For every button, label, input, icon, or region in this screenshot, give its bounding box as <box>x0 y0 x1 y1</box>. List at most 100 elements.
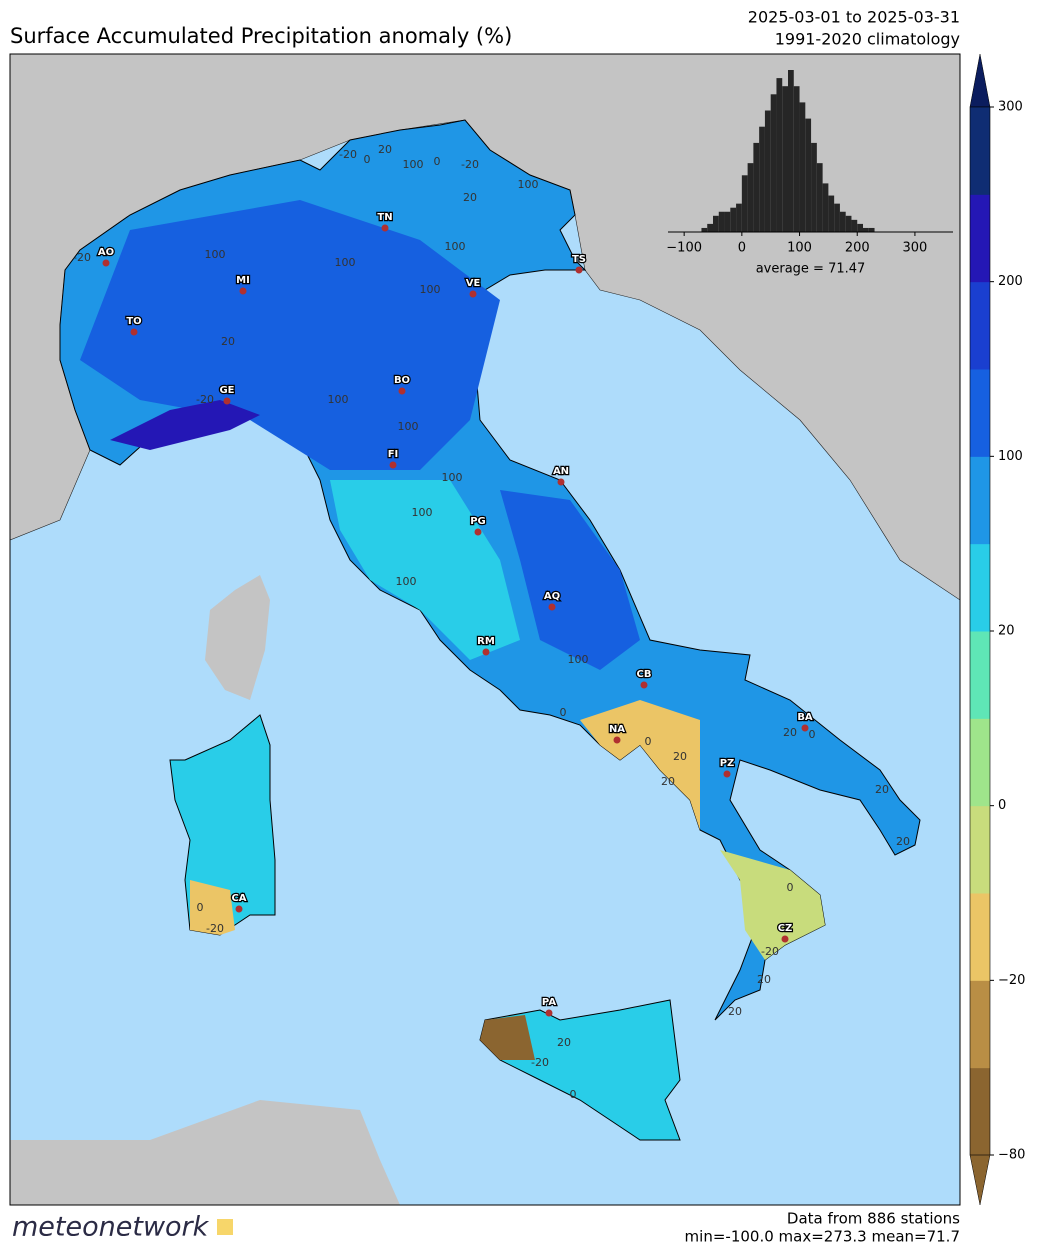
contour-label: 20 <box>378 143 392 156</box>
hist-bar <box>730 207 737 232</box>
city-label: PA <box>542 997 556 1008</box>
city-label: CZ <box>778 923 793 934</box>
city-label: AN <box>553 466 569 477</box>
region-dry <box>580 700 700 830</box>
colorbar-band <box>970 631 990 719</box>
colorbar-tick-label: −80 <box>998 1148 1025 1163</box>
contour-label: -20 <box>339 148 357 161</box>
contour-label: 0 <box>570 1088 577 1101</box>
city-dot <box>575 266 583 274</box>
city-dot <box>801 724 809 732</box>
hist-bar <box>724 211 731 232</box>
region-very-high <box>110 400 260 450</box>
sardinia-dry <box>190 880 235 935</box>
hist-bar <box>793 86 800 232</box>
hist-bar <box>782 86 788 232</box>
colorbar-tick-label: 200 <box>998 274 1023 289</box>
city-label: FI <box>388 449 399 460</box>
city-label: BA <box>797 712 813 723</box>
contour-label: 20 <box>673 750 687 763</box>
city-label: PG <box>470 516 486 527</box>
hist-tick-label: 200 <box>845 241 870 256</box>
contour-label: 20 <box>728 1005 742 1018</box>
hist-bar <box>868 227 875 232</box>
city-label: CA <box>231 893 246 904</box>
city-label: PZ <box>720 758 735 769</box>
map-frame <box>9 53 961 1206</box>
climatology: 1991-2020 climatology <box>775 30 960 49</box>
hist-bar <box>753 142 760 232</box>
contour-label: 100 <box>442 471 463 484</box>
colorbar-band <box>970 805 990 894</box>
logo-square <box>217 1219 233 1235</box>
hist-bar <box>788 70 794 232</box>
hist-bar <box>828 195 835 232</box>
contour-label: 0 <box>809 728 816 741</box>
city-dot <box>130 328 138 336</box>
colorbar-band <box>970 1067 990 1156</box>
contour-label: 100 <box>205 248 226 261</box>
contour-label: 20 <box>896 835 910 848</box>
stats: min=-100.0 max=273.3 mean=71.7 <box>685 1228 960 1246</box>
logo: meteonetwork <box>12 1212 210 1243</box>
city-dot <box>482 648 490 656</box>
city-dot <box>469 290 477 298</box>
city-dot <box>781 935 789 943</box>
hist-bar <box>834 203 840 232</box>
hist-bar <box>845 215 852 232</box>
region-high <box>80 200 500 470</box>
hist-tick-label: 0 <box>738 241 746 256</box>
colorbar-band <box>970 718 990 807</box>
city-dot <box>398 387 406 395</box>
city-dot <box>548 603 556 611</box>
city-label: NA <box>609 724 625 735</box>
colorbar-tick-label: 0 <box>998 798 1006 813</box>
hist-tick-label: −100 <box>666 241 702 256</box>
hist-bar <box>799 102 806 233</box>
colorbar-extend-under <box>969 1154 991 1206</box>
city-label: RM <box>477 636 495 647</box>
title: Surface Accumulated Precipitation anomal… <box>10 24 512 48</box>
city-label: AO <box>98 247 114 258</box>
city-label: BO <box>394 375 410 386</box>
hist-bar <box>701 227 708 232</box>
period: 2025-03-01 to 2025-03-31 <box>748 8 960 27</box>
contour-label: 20 <box>783 726 797 739</box>
hist-bar <box>776 78 783 232</box>
contour-label: -20 <box>461 158 479 171</box>
contour-label: 100 <box>568 653 589 666</box>
colorbar-band <box>970 456 990 545</box>
contour-label: 20 <box>875 783 889 796</box>
contour-label: 20 <box>463 191 477 204</box>
city-dot <box>239 287 247 295</box>
sicily <box>479 999 681 1141</box>
hist-bar <box>707 223 713 232</box>
contour-label: 100 <box>445 240 466 253</box>
region-dry-2 <box>720 850 825 960</box>
corsica <box>205 575 270 700</box>
contour-label: -20 <box>196 393 214 406</box>
city-dot <box>235 905 243 913</box>
colorbar-tick-label: −20 <box>998 973 1025 988</box>
stations: Data from 886 stations <box>787 1210 960 1228</box>
colorbar-band <box>970 893 990 981</box>
hist-bar <box>713 215 719 232</box>
hist-bar <box>741 175 748 232</box>
hist-bar <box>764 110 771 232</box>
colorbar-band <box>970 194 990 283</box>
contour-label: 0 <box>787 881 794 894</box>
city-dot <box>545 1009 553 1017</box>
city-dot <box>613 736 621 744</box>
contour-label: 0 <box>197 901 204 914</box>
hist-bar <box>718 211 725 232</box>
hist-bar <box>822 183 829 232</box>
hist-bar <box>857 223 863 232</box>
city-dot <box>381 224 389 232</box>
contour-label: -20 <box>206 922 224 935</box>
contour-label: 100 <box>403 158 424 171</box>
city-label: MI <box>236 275 250 286</box>
hist-bar <box>759 126 765 232</box>
contour-label: 100 <box>518 178 539 191</box>
contour-label: 100 <box>328 393 349 406</box>
hist-bar <box>736 203 742 232</box>
